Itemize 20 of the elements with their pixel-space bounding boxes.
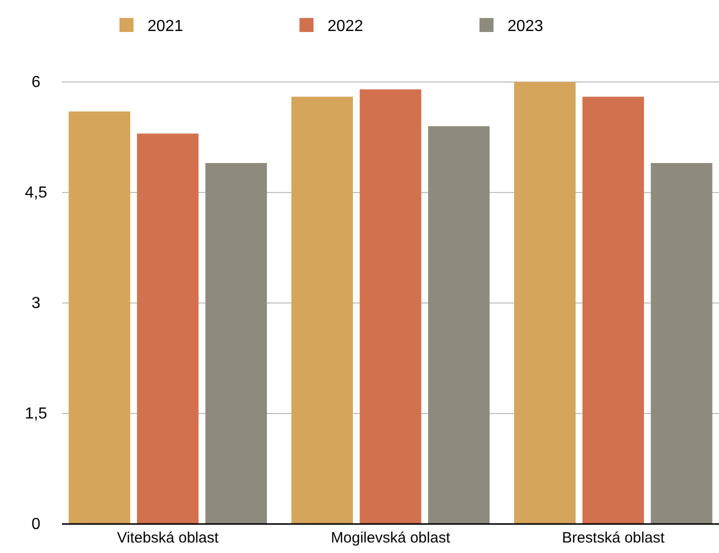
bar [205,163,267,524]
bar [582,96,644,524]
bar [360,89,422,524]
y-tick-label: 3 [32,295,41,312]
y-tick-label: 6 [32,74,41,92]
bar [650,163,712,524]
bar [428,126,490,524]
legend-label: 2022 [328,18,364,35]
legend-label: 2021 [148,18,184,35]
bar [291,96,353,524]
bar [68,111,130,524]
y-tick-label: 1,5 [24,406,48,423]
bar [137,134,199,524]
legend-label: 2023 [508,18,544,35]
x-tick-label: Mogilevská oblast [330,530,451,547]
y-tick-label: 4,5 [24,184,48,202]
x-tick-label: Vitebská oblast [117,530,220,547]
y-tick-label: 0 [32,516,41,534]
bar [514,82,576,524]
x-tick-label: Brestská oblast [562,530,666,547]
